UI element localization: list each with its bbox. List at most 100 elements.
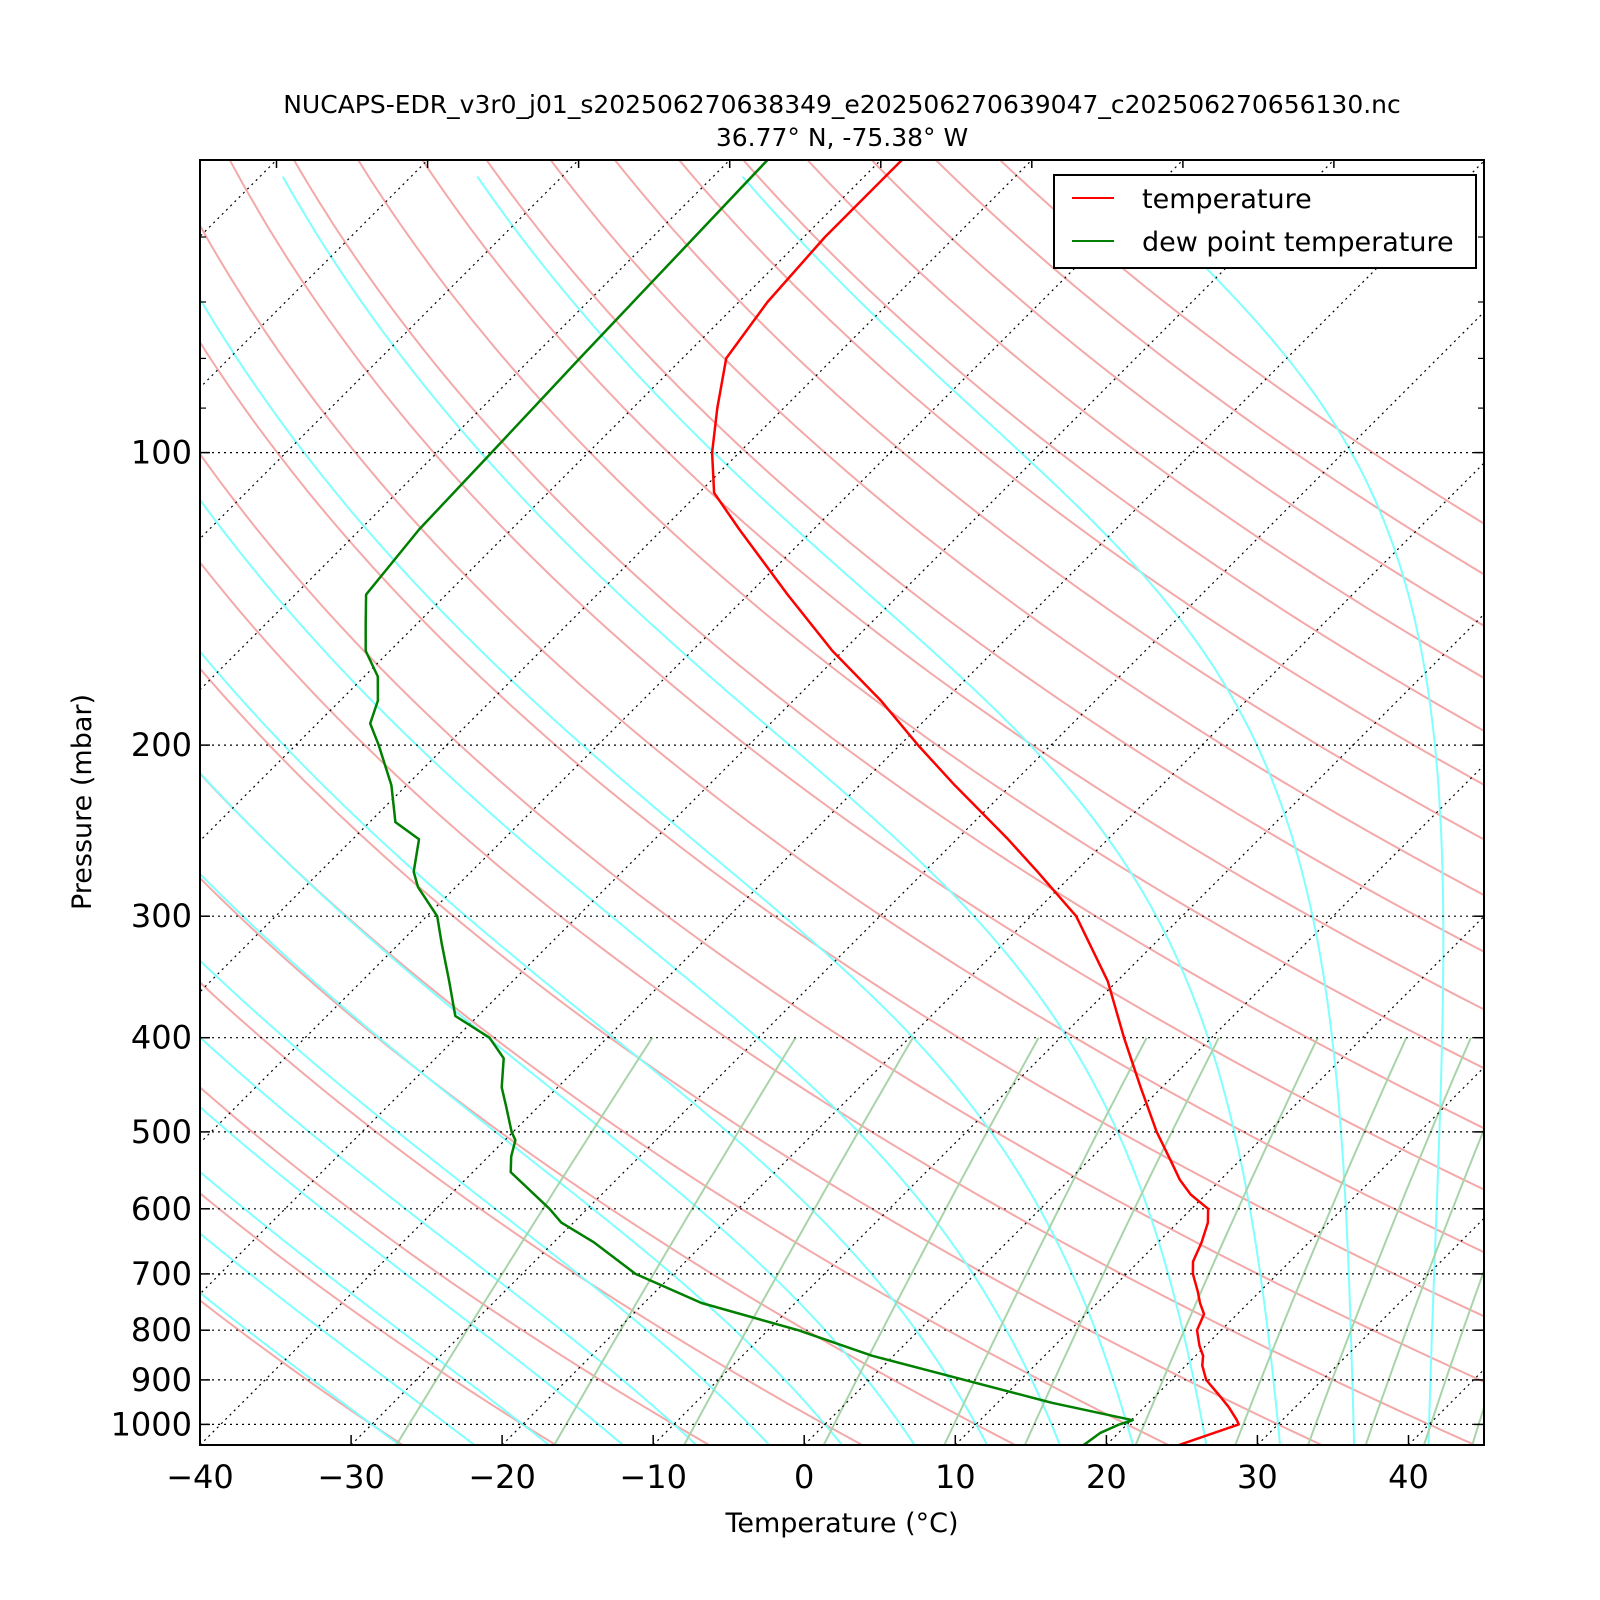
moist-adiabat bbox=[1503, 177, 1588, 1445]
dry-adiabat bbox=[200, 1086, 710, 1445]
moist-adiabat bbox=[200, 1291, 400, 1445]
y-axis-label: Pressure (mbar) bbox=[67, 694, 98, 910]
isotherm-line bbox=[1408, 1368, 1484, 1445]
y-tick-label: 300 bbox=[131, 897, 192, 935]
mixing-ratio-line bbox=[395, 1037, 654, 1445]
legend-box bbox=[1053, 174, 1477, 269]
y-tick-label: 100 bbox=[131, 434, 192, 472]
legend-label-temperature: temperature bbox=[1142, 184, 1312, 215]
x-tick-label: 30 bbox=[1237, 1458, 1278, 1496]
moist-adiabat bbox=[200, 296, 1134, 1445]
moist-adiabat bbox=[741, 175, 1356, 1445]
y-tick-label: 800 bbox=[131, 1311, 192, 1349]
profile-lines bbox=[364, 160, 1240, 1445]
chart-title: NUCAPS-EDR_v3r0_j01_s202506270638349_e20… bbox=[283, 90, 1401, 119]
moist-adiabat bbox=[200, 498, 1061, 1445]
dry-adiabat bbox=[614, 160, 1484, 841]
y-tick-label: 1000 bbox=[111, 1405, 192, 1443]
isotherm-line bbox=[1560, 160, 1600, 1445]
moist-adiabat bbox=[200, 1232, 475, 1445]
y-tick-label: 900 bbox=[131, 1361, 192, 1399]
mixing-ratio-lines bbox=[395, 1037, 1600, 1445]
y-tick-label: 200 bbox=[131, 726, 192, 764]
isotherm-line bbox=[1256, 1217, 1484, 1445]
y-tick-label: 600 bbox=[131, 1190, 192, 1228]
mixing-ratio-line bbox=[1234, 1037, 1408, 1445]
dry-adiabat bbox=[200, 452, 1484, 1383]
dry-adiabat bbox=[678, 160, 1484, 786]
moist-adiabat bbox=[1112, 175, 1445, 1445]
isotherm-grid bbox=[0, 160, 1600, 1445]
dry-adiabat bbox=[228, 160, 1484, 1191]
legend: temperature dew point temperature bbox=[1053, 174, 1477, 269]
dew-point-temperature-line bbox=[364, 160, 1134, 1445]
dry-adiabat bbox=[935, 160, 1484, 576]
x-axis-label: Temperature (°C) bbox=[724, 1508, 958, 1539]
x-tick-label: −10 bbox=[619, 1458, 687, 1496]
dry-adiabat bbox=[742, 160, 1484, 733]
dry-adiabat bbox=[549, 160, 1484, 897]
mixing-ratio-line bbox=[1471, 1404, 1484, 1445]
isotherm-line bbox=[200, 160, 429, 389]
mixing-ratio-line bbox=[1364, 1126, 1484, 1445]
x-tick-label: 20 bbox=[1086, 1458, 1127, 1496]
legend-label-dew-point: dew point temperature bbox=[1142, 227, 1454, 258]
mixing-ratio-line bbox=[553, 1037, 797, 1445]
x-tick-label: −30 bbox=[317, 1458, 385, 1496]
x-tick-label: 40 bbox=[1388, 1458, 1429, 1496]
chart-subtitle: 36.77° N, -75.38° W bbox=[716, 123, 968, 152]
mixing-ratio-line bbox=[943, 1037, 1148, 1445]
mixing-ratio-line bbox=[822, 1037, 1040, 1445]
x-axis-ticks: −40 −30 −20 −10 0 10 20 30 40 bbox=[166, 160, 1429, 1496]
dry-adiabat bbox=[200, 223, 1484, 1254]
dry-adiabat bbox=[200, 1191, 557, 1445]
dry-adiabats bbox=[200, 160, 1484, 1445]
dry-adiabat bbox=[293, 160, 1484, 1130]
dry-adiabat bbox=[485, 160, 1484, 953]
dry-adiabat bbox=[200, 1299, 404, 1445]
mixing-ratio-line bbox=[1023, 1037, 1220, 1445]
y-tick-label: 700 bbox=[131, 1255, 192, 1293]
isotherm-line bbox=[954, 915, 1484, 1445]
y-axis-ticks: 100 200 300 400 500 600 700 800 900 1000 bbox=[111, 159, 1484, 1443]
moist-adiabat bbox=[200, 1170, 550, 1445]
mixing-ratio-line bbox=[1134, 1037, 1319, 1445]
isotherm-line bbox=[0, 160, 126, 1445]
x-tick-label: −40 bbox=[166, 1458, 234, 1496]
dry-adiabat bbox=[200, 560, 1476, 1445]
y-tick-label: 500 bbox=[131, 1113, 192, 1151]
isotherm-line bbox=[200, 160, 1184, 1144]
isotherm-line bbox=[200, 160, 731, 691]
moist-adiabat bbox=[200, 771, 916, 1445]
moist-adiabat bbox=[281, 176, 1208, 1445]
dry-adiabat bbox=[999, 160, 1484, 525]
isotherm-line bbox=[1105, 1066, 1484, 1445]
dry-adiabat bbox=[200, 667, 1323, 1445]
isotherm-line bbox=[652, 613, 1484, 1445]
dry-adiabat bbox=[200, 981, 863, 1445]
isobar-grid bbox=[200, 452, 1484, 1426]
y-tick-label: 400 bbox=[131, 1019, 192, 1057]
plot-frame bbox=[199, 159, 1485, 1446]
isotherm-line bbox=[350, 311, 1484, 1445]
dry-adiabat bbox=[806, 160, 1484, 680]
mixing-ratio-line bbox=[1513, 1038, 1600, 1445]
mixing-ratio-line bbox=[1423, 1267, 1484, 1445]
x-tick-label: −20 bbox=[468, 1458, 536, 1496]
dry-adiabat bbox=[200, 340, 1484, 1318]
mixing-ratio-line bbox=[683, 1037, 914, 1445]
temperature-line bbox=[710, 160, 1240, 1445]
dry-adiabat bbox=[200, 876, 1016, 1445]
x-tick-label: 0 bbox=[794, 1458, 814, 1496]
dry-adiabat bbox=[870, 160, 1484, 627]
moist-adiabat bbox=[476, 176, 1282, 1445]
isotherm-line bbox=[200, 160, 277, 238]
dry-adiabat bbox=[357, 160, 1484, 1070]
moist-adiabats bbox=[200, 175, 1588, 1445]
isotherm-line bbox=[200, 160, 1335, 1295]
x-tick-label: 10 bbox=[935, 1458, 976, 1496]
dry-adiabat bbox=[421, 160, 1484, 1011]
mixing-ratio-line bbox=[1307, 1037, 1472, 1445]
moist-adiabat bbox=[200, 959, 771, 1445]
